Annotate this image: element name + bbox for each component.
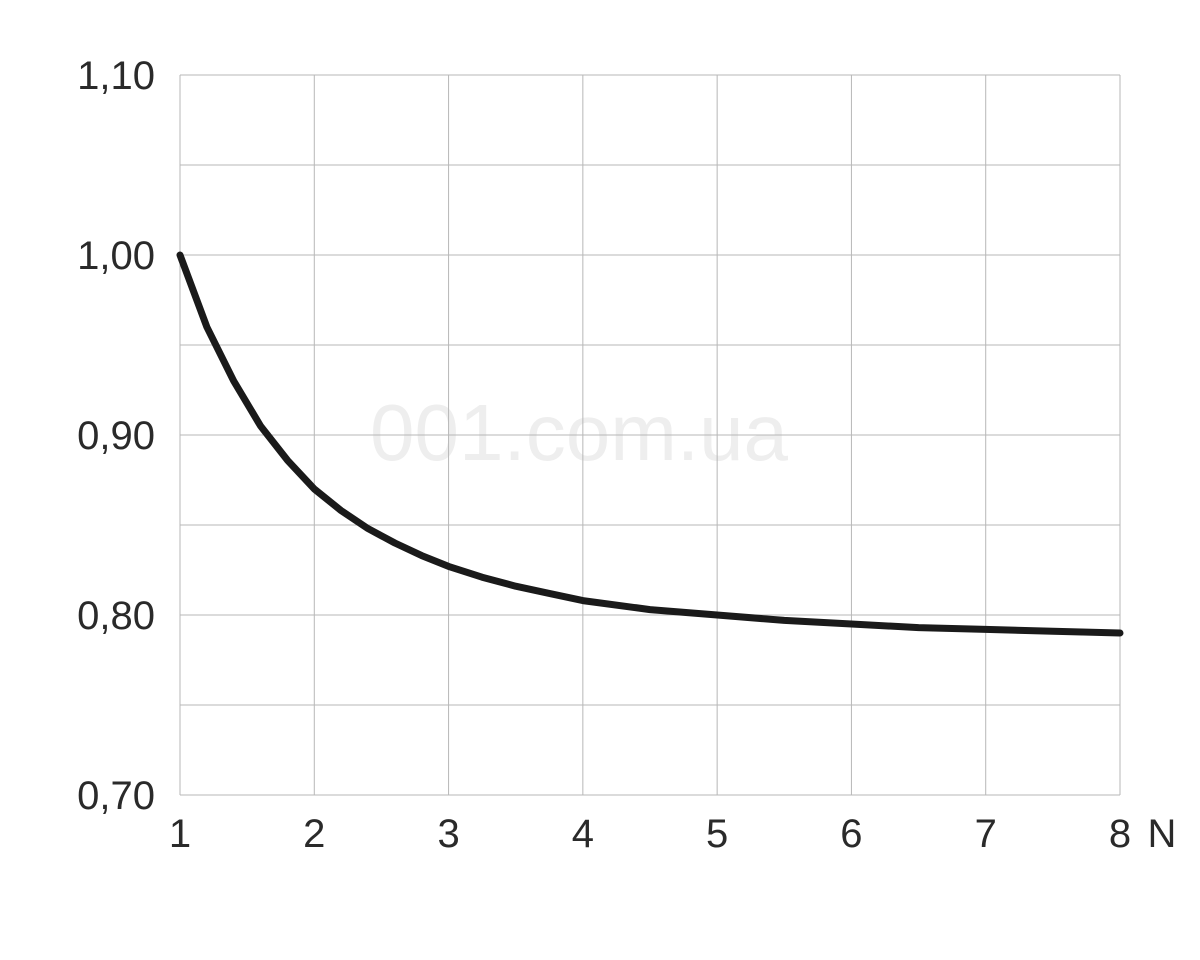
x-tick-label: 1: [169, 812, 191, 856]
x-tick-label: 3: [437, 812, 459, 856]
x-tick-label: 6: [840, 812, 862, 856]
y-tick-label: 1,00: [77, 234, 155, 278]
x-tick-label: 2: [303, 812, 325, 856]
y-tick-label: 1,10: [77, 54, 155, 98]
x-axis-label: N: [1148, 812, 1177, 856]
x-tick-label: 8: [1109, 812, 1131, 856]
y-tick-label: 0,70: [77, 774, 155, 818]
y-tick-label: 0,90: [77, 414, 155, 458]
x-tick-label: 7: [975, 812, 997, 856]
watermark-text: 001.com.ua: [370, 388, 789, 477]
chart-container: 001.com.ua 0,70 0,80 0,90 1,00 1,10 1 2 3 4 5 6 7 8N: [0, 0, 1200, 960]
x-tick-label: 5: [706, 812, 728, 856]
x-tick-label: 4: [572, 812, 594, 856]
line-chart: 001.com.ua 0,70 0,80 0,90 1,00 1,10 1 2 3 4 5 6 7 8N: [0, 0, 1200, 960]
y-tick-label: 0,80: [77, 594, 155, 638]
